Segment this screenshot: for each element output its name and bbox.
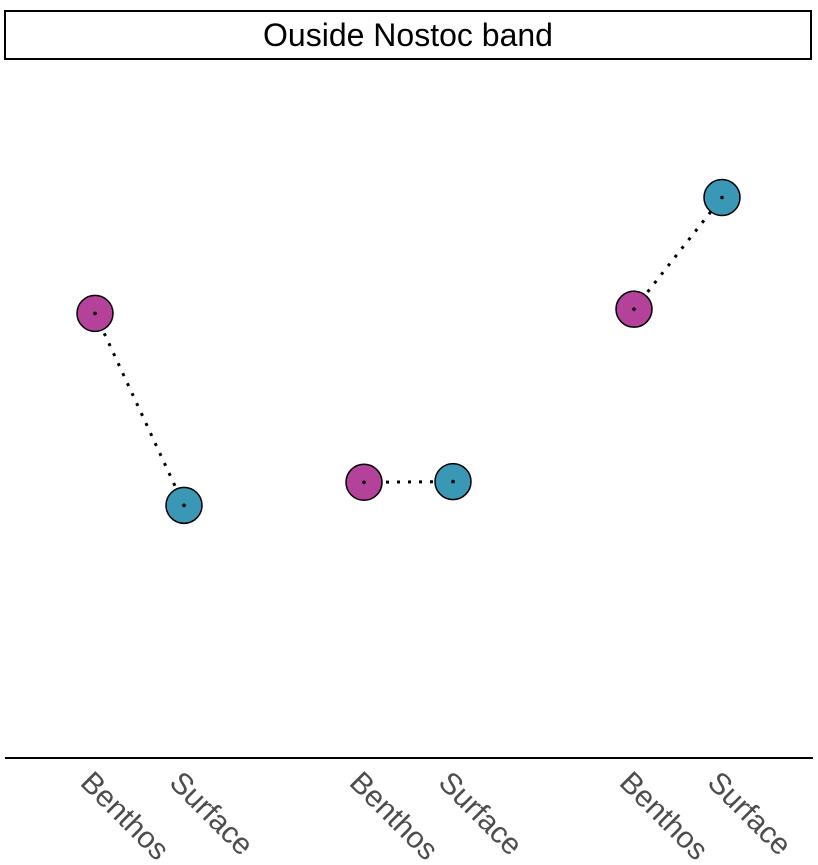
point-center-dot: [720, 195, 724, 200]
connector-lines: [93, 196, 724, 506]
connector-line-2: [363, 480, 454, 484]
point-center-dot: [451, 479, 455, 484]
data-points: [76, 178, 741, 525]
point-center-dot: [632, 307, 636, 311]
point-center-dot: [362, 480, 366, 485]
facet-strip: [4, 10, 812, 60]
connector-line-3: [632, 196, 724, 311]
facet-strip-title: Ouside Nostoc band: [263, 17, 553, 53]
point-center-dot: [182, 503, 186, 508]
point-center-dot: [93, 311, 97, 316]
connector-line-1: [93, 312, 186, 506]
